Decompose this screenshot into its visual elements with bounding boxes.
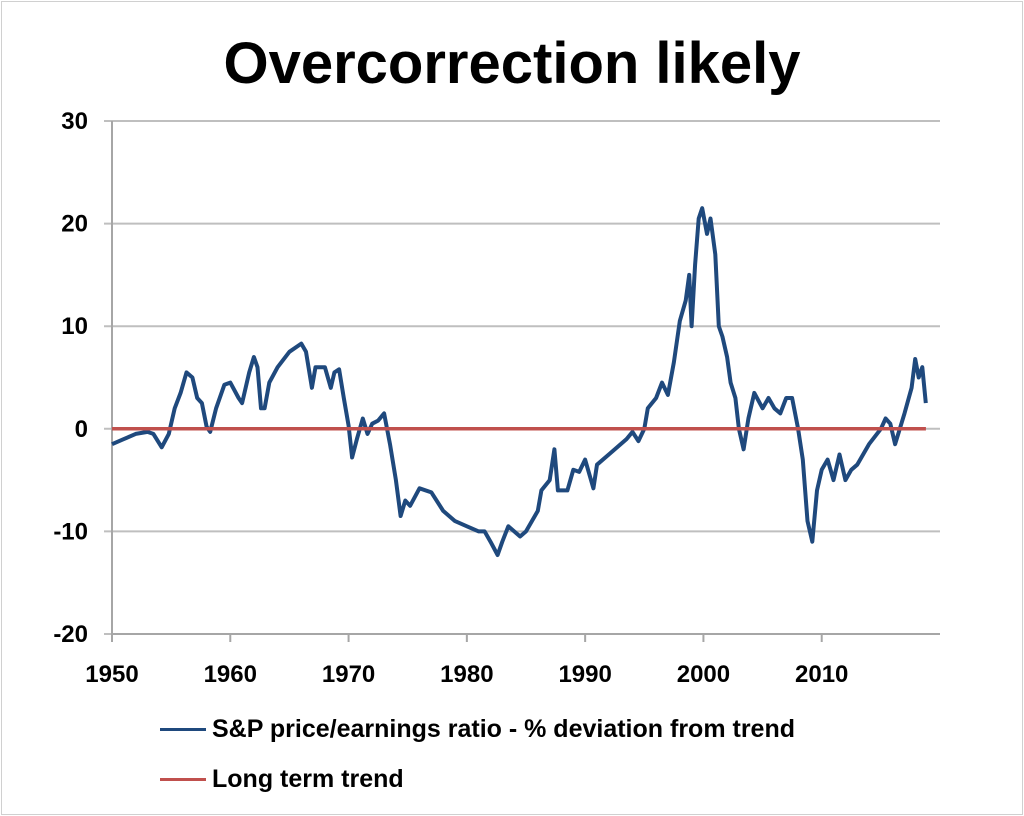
y-tick-label: -10 bbox=[53, 518, 88, 545]
legend-swatch-pe-ratio bbox=[160, 728, 206, 731]
x-tick-label: 2010 bbox=[795, 661, 848, 688]
x-tick-label: 1980 bbox=[440, 661, 493, 688]
x-tick-label: 2000 bbox=[677, 661, 730, 688]
x-tick-label: 1970 bbox=[322, 661, 375, 688]
y-tick-label: 20 bbox=[61, 211, 88, 238]
y-tick-label: 30 bbox=[61, 108, 88, 135]
legend-item-pe-ratio: S&P price/earnings ratio - % deviation f… bbox=[160, 715, 795, 744]
y-tick-label: 0 bbox=[75, 416, 88, 443]
y-tick-label: -20 bbox=[53, 621, 88, 648]
y-tick-label: 10 bbox=[61, 313, 88, 340]
series-line-pe-ratio bbox=[111, 206, 928, 557]
legend-label-pe-ratio: S&P price/earnings ratio - % deviation f… bbox=[212, 715, 795, 743]
x-tick-label: 1960 bbox=[204, 661, 257, 688]
legend-swatch-trend bbox=[160, 778, 206, 781]
chart-title: Overcorrection likely bbox=[223, 31, 801, 96]
x-tick-label: 1950 bbox=[85, 661, 138, 688]
x-tick-label: 1990 bbox=[558, 661, 611, 688]
legend-item-trend: Long term trend bbox=[160, 765, 404, 794]
legend-label-trend: Long term trend bbox=[212, 765, 404, 793]
